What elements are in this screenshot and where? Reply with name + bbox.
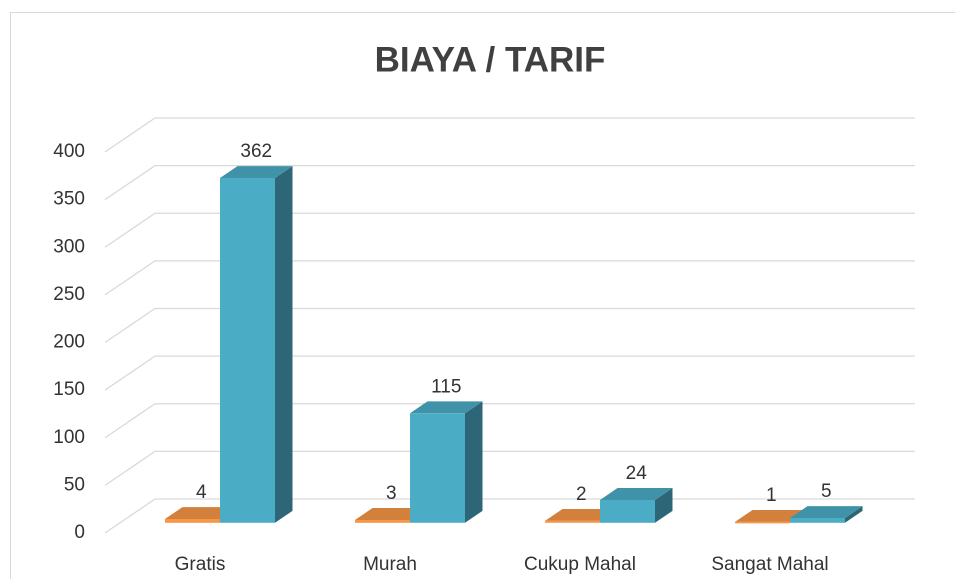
y-tick-label: 250 — [53, 284, 85, 305]
x-tick-label: Murah — [363, 554, 417, 575]
y-tick-label: 400 — [53, 141, 85, 162]
value-label: 5 — [821, 481, 832, 502]
y-tick-label: 0 — [74, 522, 85, 543]
bar-top — [735, 509, 808, 522]
value-label: 362 — [240, 141, 272, 162]
bar — [410, 401, 483, 523]
bar-side — [465, 401, 483, 523]
y-tick-label: 300 — [53, 236, 85, 257]
chart-border — [10, 12, 955, 579]
x-tick-label: Gratis — [175, 554, 226, 575]
bar-front — [410, 413, 465, 523]
grid-line — [104, 355, 915, 391]
x-tick-label: Cukup Mahal — [524, 554, 636, 575]
value-label: 3 — [386, 483, 397, 504]
bar-front — [545, 520, 600, 523]
bar-side — [845, 506, 863, 523]
bar-front — [220, 177, 275, 523]
y-tick-label: 50 — [64, 474, 85, 495]
bar — [790, 506, 863, 523]
bar-top — [220, 166, 293, 178]
grid-line — [104, 307, 915, 344]
bar-front — [165, 518, 220, 523]
value-label: 2 — [576, 484, 587, 505]
value-label: 4 — [196, 482, 207, 503]
y-tick-label: 200 — [53, 332, 85, 353]
y-tick-label: 350 — [53, 189, 85, 210]
bar-top — [790, 506, 863, 519]
bar-top — [545, 508, 618, 521]
bar-front — [735, 521, 790, 524]
grid-line — [104, 117, 915, 153]
y-tick-label: 100 — [53, 427, 85, 448]
grid-line — [104, 164, 915, 201]
grid-line — [104, 260, 915, 296]
value-label: 115 — [431, 376, 461, 397]
grid-line — [104, 450, 915, 486]
value-label: 24 — [626, 463, 648, 484]
bar-top — [410, 401, 483, 414]
bar — [220, 166, 293, 523]
chart-title: BIAYA / TARIF — [375, 40, 606, 79]
bar-top — [600, 488, 673, 500]
bar-top — [355, 508, 428, 520]
bar-side — [275, 166, 293, 523]
grid-line — [104, 212, 915, 248]
bar-front — [355, 519, 410, 523]
bar — [600, 488, 673, 523]
bar-front — [790, 518, 845, 523]
x-tick-label: Sangat Mahal — [711, 554, 828, 575]
value-label: 1 — [766, 485, 777, 506]
grid-line — [104, 403, 915, 439]
bar-front — [600, 499, 655, 523]
bar-side — [655, 488, 673, 523]
y-tick-label: 150 — [53, 379, 85, 400]
bar-top — [165, 507, 238, 519]
